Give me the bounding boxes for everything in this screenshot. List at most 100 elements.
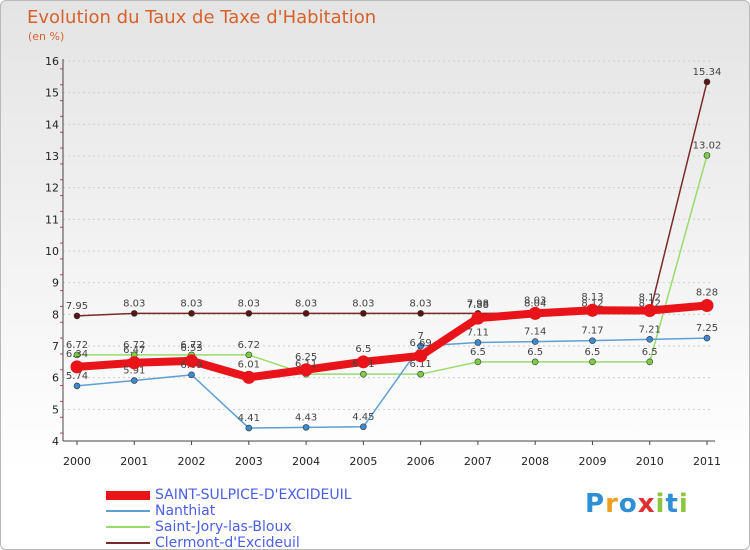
data-point [245, 351, 253, 359]
data-label: 8.03 [180, 298, 202, 309]
data-point [703, 152, 711, 159]
data-label: 6.72 [123, 340, 145, 351]
data-point [130, 310, 138, 317]
data-label: 6.72 [238, 340, 260, 351]
data-point [73, 382, 81, 390]
data-label: 7.14 [524, 327, 546, 338]
data-label: 8.03 [524, 295, 546, 306]
proxiti-logo: Proxiti [585, 489, 689, 519]
logo-letter: x [637, 489, 656, 519]
series-line [77, 155, 708, 375]
x-tick-label: 2005 [349, 455, 377, 468]
x-tick-label: 2009 [578, 455, 606, 468]
data-label: 6.01 [238, 359, 260, 370]
data-label: 6.5 [527, 347, 543, 358]
data-label: 8.28 [696, 287, 718, 298]
data-point [700, 298, 714, 312]
x-tick-label: 2004 [292, 455, 320, 468]
data-point [360, 423, 367, 431]
y-tick-label: 8 [52, 308, 59, 321]
data-label: 8.12 [639, 293, 661, 304]
data-label: 5.74 [66, 371, 88, 382]
legend-swatch-saint-sulpice [106, 491, 150, 500]
data-point [703, 334, 711, 342]
y-tick-label: 11 [45, 213, 59, 226]
x-tick-label: 2001 [120, 455, 148, 468]
data-label: 7.88 [467, 300, 489, 311]
y-tick-label: 6 [52, 372, 59, 385]
series-line [76, 301, 708, 382]
y-tick-label: 4 [52, 435, 59, 448]
data-point [646, 336, 654, 343]
data-point [703, 78, 711, 86]
chart-unit: (en %) [28, 30, 65, 43]
data-label: 8.03 [238, 298, 260, 309]
data-point [302, 424, 310, 431]
data-label: 6.47 [123, 345, 145, 356]
x-tick-label: 2008 [521, 455, 549, 468]
data-label: 6.5 [585, 347, 601, 358]
data-label: 6.25 [295, 352, 317, 363]
data-label: 6.69 [410, 338, 432, 349]
y-tick-label: 16 [45, 55, 59, 68]
data-point [471, 311, 485, 325]
y-tick-label: 7 [52, 340, 59, 353]
legend-label: Saint-Jory-las-Bloux [155, 519, 292, 535]
x-tick-label: 2007 [464, 455, 492, 468]
data-point [528, 306, 542, 320]
data-point [130, 377, 138, 384]
data-point [356, 355, 370, 369]
y-tick-label: 9 [52, 277, 59, 290]
data-label: 13.02 [693, 140, 722, 151]
data-point [360, 370, 367, 378]
data-label: 7 [417, 331, 423, 342]
x-tick-label: 2003 [235, 455, 263, 468]
x-tick-label: 2000 [63, 455, 91, 468]
data-point [360, 310, 367, 317]
data-point [531, 358, 539, 366]
data-point [589, 337, 596, 344]
x-tick-label: 2011 [693, 455, 721, 468]
data-point [188, 310, 195, 317]
legend-swatch-clermont [106, 542, 150, 544]
data-label: 5.91 [123, 366, 145, 377]
data-label: 6.53 [180, 343, 202, 354]
data-label: 7.17 [581, 326, 603, 337]
data-point [643, 304, 657, 318]
data-point [299, 363, 313, 377]
data-label: 6.72 [66, 340, 88, 351]
data-point [188, 371, 195, 379]
data-label: 8.03 [410, 298, 432, 309]
logo-letter: r [605, 489, 619, 519]
data-point [73, 312, 81, 320]
y-tick-label: 14 [45, 118, 59, 131]
data-label: 8.04 [524, 298, 546, 309]
x-tick-label: 2006 [407, 455, 435, 468]
data-label: 4.45 [352, 412, 374, 423]
data-label: 4.43 [295, 412, 317, 423]
data-label: 8.13 [581, 292, 603, 303]
data-point [127, 356, 141, 370]
data-point [589, 358, 596, 366]
data-label: 7.11 [467, 328, 489, 339]
data-label: 6.72 [180, 340, 202, 351]
data-point [302, 310, 310, 317]
data-label: 4.41 [238, 413, 260, 424]
series-line [76, 337, 708, 429]
data-point [417, 310, 424, 317]
data-point [474, 358, 482, 366]
data-point [417, 342, 424, 350]
data-point [245, 310, 253, 317]
x-tick-label: 2010 [636, 455, 664, 468]
data-label: 8.03 [295, 298, 317, 309]
data-point [417, 370, 424, 378]
legend-label: SAINT-SULPICE-D'EXCIDEUIL [155, 487, 352, 503]
data-label: 8.03 [352, 298, 374, 309]
data-point [73, 351, 81, 359]
data-point [185, 354, 199, 368]
legend-swatch-nanthiat [106, 510, 150, 512]
data-point [585, 303, 599, 317]
data-label: 6.5 [470, 347, 486, 358]
logo-letter: i [678, 489, 689, 519]
